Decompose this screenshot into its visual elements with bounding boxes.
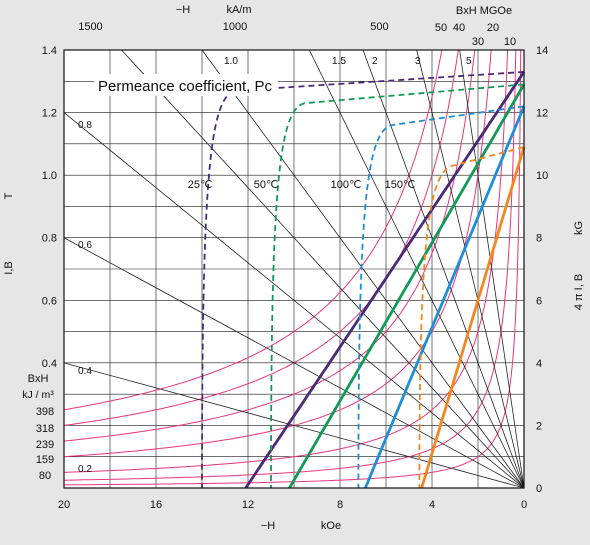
bxh-kj-label: 239 (36, 439, 54, 451)
intrinsic-curve (201, 71, 525, 489)
y2-tick-label: 0 (536, 483, 542, 495)
series-label: 150℃ (385, 179, 416, 191)
bxh-mgoe-label: 40 (453, 22, 465, 34)
bxh-kj-header-2: kJ / m³ (22, 389, 54, 401)
bxh-mgoe-label: 20 (487, 22, 499, 34)
x-tick-label: 20 (58, 499, 70, 511)
permeance-title: Permeance coefficient, Pc (98, 78, 272, 95)
permeance-line (362, 49, 525, 489)
b-curve (364, 105, 526, 489)
bxh-kj-header-1: BxH (28, 373, 49, 385)
y2-tick-label: 2 (536, 420, 542, 432)
x-tick-label: 4 (429, 499, 435, 511)
b-curve (244, 71, 526, 489)
left-axis-title: I,B (3, 261, 15, 274)
permeance-label: 1.0 (224, 56, 238, 67)
permeance-line (63, 237, 525, 489)
permeance-line (63, 362, 525, 489)
permeance-line (121, 49, 525, 489)
b-curve (420, 146, 526, 489)
permeance-label: 0.6 (78, 240, 92, 251)
bxh-kj-label: 80 (39, 470, 51, 482)
top-axis-title: −H (176, 4, 190, 16)
left-axis-unit: T (3, 192, 15, 199)
b-curve (288, 83, 526, 489)
y2-tick-label: 4 (536, 358, 542, 370)
permeance-label: 0.4 (78, 366, 92, 377)
bxh-mgoe-label: 10 (504, 36, 516, 48)
permeance-line (459, 49, 525, 489)
permeance-label: 0.8 (78, 120, 92, 131)
bottom-axis-title: −H (261, 520, 275, 532)
bxh-kj-label: 318 (36, 423, 54, 435)
permeance-line (63, 112, 525, 489)
bxh-mgoe-label: 50 (435, 22, 447, 34)
bxh-curve (63, 49, 459, 426)
x-tick-label: 12 (242, 499, 254, 511)
y-tick-label: 0.8 (42, 233, 57, 245)
permeance-label: 3 (415, 56, 421, 67)
top-axis-unit: kA/m (226, 4, 251, 16)
bxh-kj-label: 159 (36, 454, 54, 466)
permeance-title-background (94, 74, 278, 96)
top-tick-label: 1500 (78, 21, 102, 33)
y2-tick-label: 8 (536, 233, 542, 245)
bxh-mgoe-label: 30 (472, 36, 484, 48)
top-tick-label: 1000 (223, 21, 247, 33)
bxh-curve (63, 50, 492, 458)
series-label: 50℃ (254, 179, 279, 191)
y2-tick-label: 6 (536, 295, 542, 307)
right-axis-unit: kG (573, 221, 585, 235)
bxh-curve (63, 49, 443, 411)
x-tick-label: 0 (521, 499, 527, 511)
bxh-mgoe-header: BxH MGOe (456, 5, 512, 17)
intrinsic-curve (418, 146, 525, 489)
y-tick-label: 0.6 (42, 295, 57, 307)
permeance-label: 2 (372, 56, 378, 67)
y-tick-label: 0.4 (42, 358, 57, 370)
y-tick-label: 1.4 (42, 45, 57, 57)
right-axis-title: 4 π I, B (573, 274, 585, 310)
bxh-curve (63, 50, 522, 486)
x-tick-label: 16 (150, 499, 162, 511)
bxh-kj-label: 398 (36, 406, 54, 418)
y2-tick-label: 14 (536, 45, 548, 57)
top-tick-label: 500 (370, 21, 388, 33)
x-tick-label: 8 (337, 499, 343, 511)
permeance-label: 0.2 (78, 464, 92, 475)
y2-tick-label: 10 (536, 170, 548, 182)
plot-frame (63, 49, 525, 489)
y-tick-label: 1.0 (42, 170, 57, 182)
series-label: 25℃ (188, 179, 213, 191)
bxh-curve (63, 49, 509, 473)
permeance-line (201, 49, 525, 489)
series-label: 100℃ (331, 179, 362, 191)
y-tick-label: 1.2 (42, 108, 57, 120)
permeance-line (416, 49, 525, 489)
permeance-label: 1.5 (332, 56, 346, 67)
intrinsic-curve (270, 83, 525, 489)
intrinsic-curve (357, 105, 525, 489)
permeance-label: 5 (466, 56, 472, 67)
bottom-axis-unit: kOe (321, 520, 341, 532)
y2-tick-label: 12 (536, 108, 548, 120)
